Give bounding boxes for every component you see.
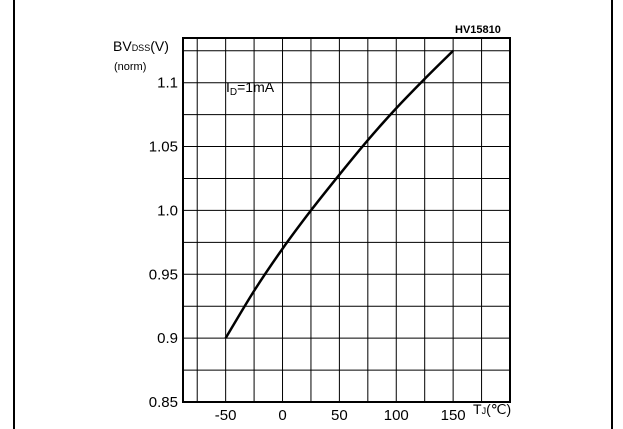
annotation-sub: D: [230, 87, 237, 98]
x-tick-label: 50: [331, 407, 348, 424]
x-tick-label: 100: [384, 407, 409, 424]
ylabel-unit: (V): [150, 38, 169, 54]
ylabel-main: BV: [113, 38, 132, 54]
annotation-rest: =1mA: [237, 79, 275, 95]
xlabel-main: T: [473, 401, 482, 417]
x-tick-label: 150: [441, 407, 466, 424]
annotation-main: I: [226, 79, 230, 95]
y-tick-label: 1.05: [149, 139, 178, 156]
x-tick-label: 0: [278, 407, 286, 424]
x-axis-label: TJ(℃): [473, 401, 511, 417]
y-axis-label: BVDSS(V): [113, 38, 169, 54]
y-tick-label: 0.85: [149, 394, 178, 411]
grid: [183, 38, 510, 402]
figure-code: HV15810: [455, 24, 501, 36]
y-tick-label: 1.0: [157, 202, 178, 219]
tick-labels: -50 0 50 100 150 0.85 0.9 0.95 1.0 1.05 1.1: [149, 75, 466, 424]
xlabel-unit: (℃): [486, 401, 511, 417]
ylabel-sub: DSS: [132, 43, 151, 53]
x-tick-label: -50: [215, 407, 237, 424]
series-line: [224, 49, 455, 339]
plot-frame: [182, 37, 511, 403]
y-tick-label: 0.9: [157, 330, 178, 347]
y-tick-label: 0.95: [149, 266, 178, 283]
xlabel-sub: J: [482, 406, 487, 416]
y-tick-label: 1.1: [157, 75, 178, 92]
y-axis-norm-label: (norm): [114, 61, 146, 73]
annotation-id: ID=1mA: [226, 79, 275, 98]
